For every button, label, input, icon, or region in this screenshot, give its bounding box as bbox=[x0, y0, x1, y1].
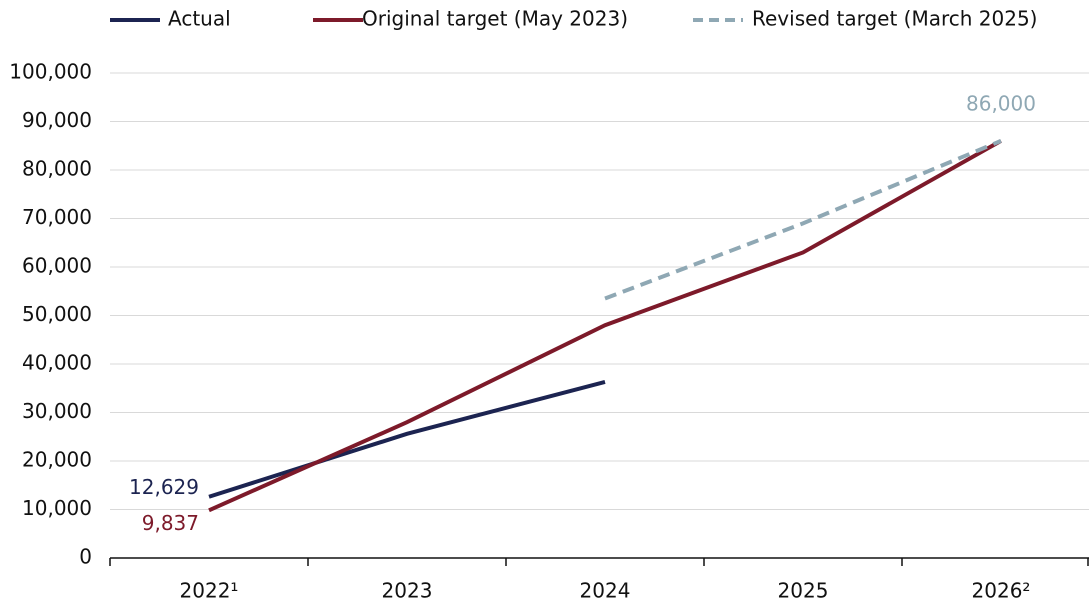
y-tick-label: 90,000 bbox=[22, 108, 92, 132]
x-tick-label: 2026² bbox=[972, 579, 1031, 603]
y-tick-label: 30,000 bbox=[22, 399, 92, 423]
y-tick-label: 40,000 bbox=[22, 351, 92, 375]
legend-label: Actual bbox=[168, 7, 231, 31]
y-tick-label: 0 bbox=[79, 545, 92, 569]
y-tick-label: 20,000 bbox=[22, 448, 92, 472]
y-tick-label: 60,000 bbox=[22, 254, 92, 278]
x-tick-label: 2024 bbox=[580, 579, 631, 603]
y-tick-label: 80,000 bbox=[22, 157, 92, 181]
y-tick-label: 70,000 bbox=[22, 205, 92, 229]
series-line bbox=[208, 139, 1002, 513]
x-tick-label: 2023 bbox=[382, 579, 433, 603]
x-tick-label: 2022¹ bbox=[180, 579, 239, 603]
data-label: 86,000 bbox=[966, 91, 1036, 115]
y-tick-label: 10,000 bbox=[22, 496, 92, 520]
data-label: 9,837 bbox=[142, 511, 199, 535]
data-label: 12,629 bbox=[129, 475, 199, 499]
legend-label: Revised target (March 2025) bbox=[752, 7, 1037, 31]
x-tick-label: 2025 bbox=[778, 579, 829, 603]
legend-label: Original target (May 2023) bbox=[362, 7, 628, 31]
series-line bbox=[208, 380, 606, 499]
series-line bbox=[604, 139, 1002, 301]
y-tick-label: 100,000 bbox=[9, 60, 92, 84]
y-tick-label: 50,000 bbox=[22, 302, 92, 326]
